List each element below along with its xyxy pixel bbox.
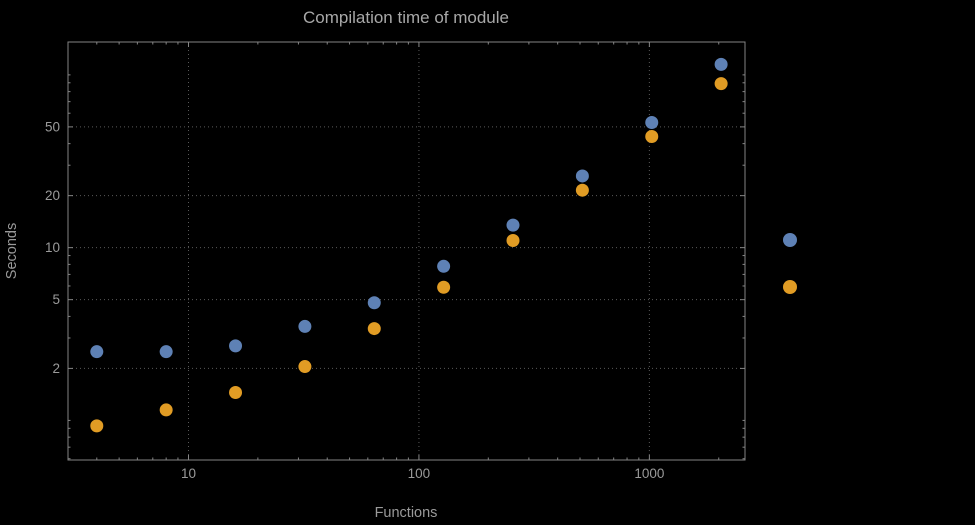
data-point-series-1	[645, 116, 659, 130]
data-point-series-2	[229, 386, 243, 400]
data-point-series-1	[437, 259, 451, 273]
data-point-series-2	[714, 77, 728, 91]
data-point-series-2	[645, 129, 659, 143]
data-point-series-2	[575, 183, 589, 197]
y-tick-label: 10	[45, 240, 60, 255]
data-point-series-1	[506, 218, 520, 232]
data-point-series-2	[437, 280, 451, 294]
data-point-series-1	[298, 319, 312, 333]
y-tick-label: 20	[45, 188, 60, 203]
x-tick-label: 10	[181, 466, 196, 481]
data-point-series-2	[506, 233, 520, 247]
data-point-series-2	[159, 403, 173, 417]
chart-title: Compilation time of module	[303, 8, 509, 27]
data-point-series-2	[367, 322, 381, 336]
plot-layer: 10 100 1000 2 5 10 20 50	[45, 41, 797, 481]
y-axis-label: Seconds	[4, 223, 20, 279]
data-point-series-1	[229, 339, 243, 353]
legend-marker	[783, 280, 797, 294]
data-point-series-1	[575, 169, 589, 183]
y-tick-label: 2	[52, 361, 60, 376]
data-point-series-2	[298, 360, 312, 374]
data-point-series-1	[159, 345, 173, 359]
y-tick-label: 50	[45, 119, 60, 134]
y-tick-label: 5	[52, 292, 60, 307]
data-point-series-2	[90, 419, 104, 433]
data-point-series-1	[90, 345, 104, 359]
x-tick-label: 100	[408, 466, 431, 481]
x-tick-label: 1000	[634, 466, 664, 481]
legend-marker	[783, 233, 797, 247]
x-axis-label: Functions	[375, 505, 438, 521]
data-point-series-1	[714, 57, 728, 71]
data-point-series-1	[367, 296, 381, 310]
plot-frame	[67, 41, 746, 461]
